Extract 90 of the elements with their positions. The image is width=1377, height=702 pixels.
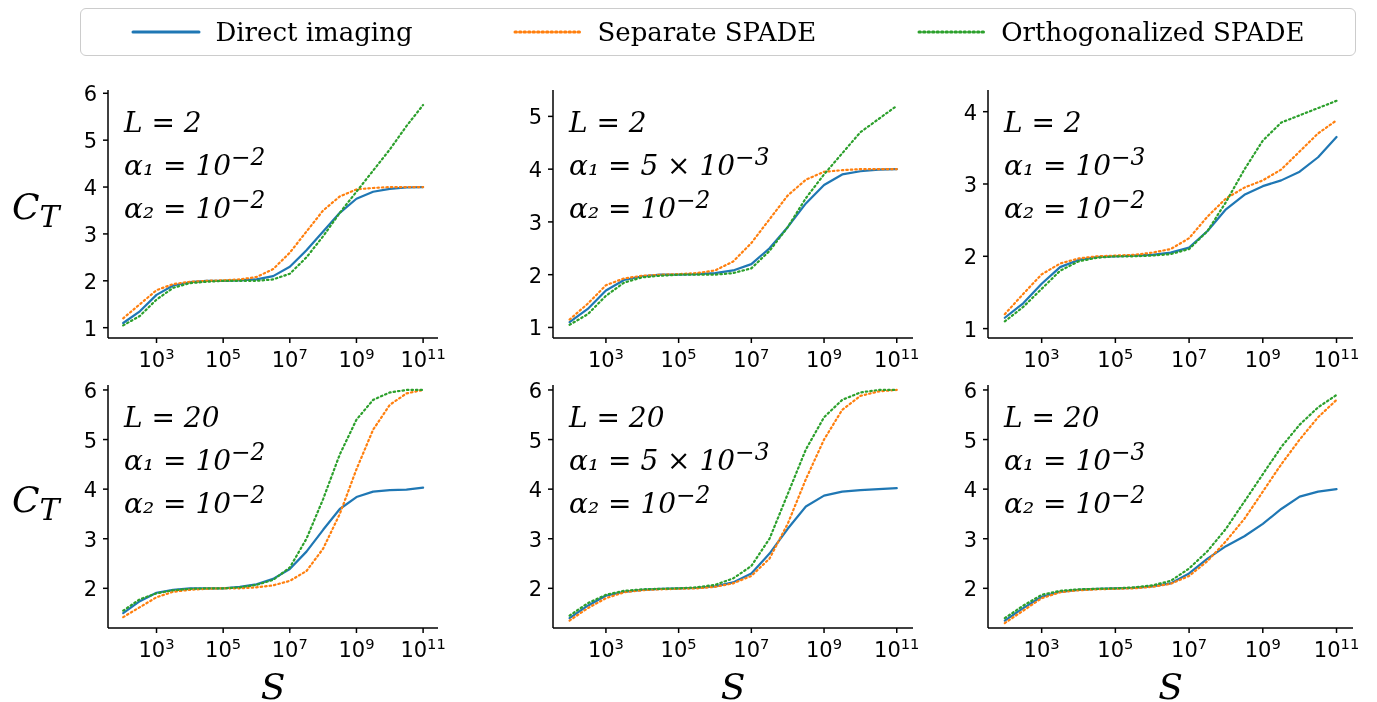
annotation: L = 2 [1004,106,1083,140]
legend-label: Orthogonalized SPADE [1001,17,1305,47]
annotation: α₂ = 10$^{−2}$ [124,185,266,227]
x-tick-label: 10$^{3}$ [587,344,624,372]
y-tick-label: 3 [528,527,542,552]
y-tick-label: 4 [83,478,97,503]
x-tick-label: 10$^{11}$ [400,344,446,372]
y-tick-label: 3 [963,172,977,197]
legend-label: Separate SPADE [597,17,817,47]
x-tick-label: 10$^{9}$ [338,634,375,662]
annotation: L = 2 [124,106,203,140]
y-tick-label: 2 [963,577,977,602]
y-tick-label: 3 [528,210,542,235]
annotation: L = 20 [1004,401,1101,435]
y-tick-label: 5 [83,129,97,154]
y-tick-label: 2 [963,245,977,270]
y-tick-label: 3 [83,222,97,247]
x-tick-label: 10$^{11}$ [874,344,920,372]
y-tick-label: 4 [528,158,542,183]
annotation: α₁ = 10$^{−2}$ [124,142,266,184]
x-tick-label: 10$^{5}$ [660,634,697,662]
line-series [122,486,425,615]
x-tick-label: 10$^{9}$ [338,344,375,372]
annotation: α₂ = 10$^{−2}$ [124,480,266,522]
x-tick-label: 10$^{3}$ [587,634,624,662]
y-tick-label: 3 [963,527,977,552]
annotation: α₁ = 10$^{−3}$ [1004,437,1146,479]
x-tick-label: 10$^{7}$ [733,344,770,372]
y-axis-title: C$_{T}$ [12,186,60,235]
line-series [568,104,898,326]
annotation: α₁ = 5 × 10$^{−3}$ [569,142,770,184]
annotation: α₁ = 10$^{−3}$ [1004,142,1146,184]
x-tick-label: 10$^{11}$ [1313,634,1360,662]
x-tick-label: 10$^{11}$ [400,634,446,662]
x-tick-label: 10$^{7}$ [1171,344,1208,372]
line-series [122,103,425,327]
x-axis-title: S [259,666,287,702]
y-tick-label: 2 [83,269,97,294]
annotation: α₁ = 10$^{−2}$ [124,437,266,479]
x-tick-label: 10$^{9}$ [805,344,843,372]
x-tick-label: 10$^{9}$ [1244,344,1281,372]
y-tick-label: 4 [963,478,977,503]
annotation: α₁ = 5 × 10$^{−3}$ [569,437,770,479]
x-tick-label: 10$^{5}$ [1097,344,1134,372]
x-tick-label: 10$^{9}$ [805,634,843,662]
y-tick-label: 5 [83,428,97,453]
x-tick-label: 10$^{7}$ [271,634,308,662]
x-tick-label: 10$^{3}$ [138,344,175,372]
y-tick-label: 4 [83,176,97,201]
y-tick-label: 6 [83,378,97,403]
annotation: L = 20 [569,401,666,435]
y-tick-label: 1 [83,316,97,341]
annotation: α₂ = 10$^{−2}$ [569,480,712,522]
y-tick-label: 6 [963,378,977,403]
y-axis-title: C$_{T}$ [12,478,60,527]
annotation: L = 20 [124,401,221,435]
x-tick-label: 10$^{11}$ [874,634,920,662]
y-tick-label: 1 [528,316,542,341]
annotation: L = 2 [569,106,648,140]
x-tick-label: 10$^{5}$ [660,344,697,372]
x-axis-title: S [719,666,747,702]
y-tick-label: 5 [528,428,542,453]
y-tick-label: 5 [528,105,542,130]
line-series [568,487,898,620]
legend-label: Direct imaging [215,17,413,47]
y-tick-label: 2 [528,263,542,288]
y-tick-label: 6 [83,82,97,107]
y-tick-label: 3 [83,527,97,552]
x-tick-label: 10$^{3}$ [1023,634,1060,662]
y-tick-label: 4 [963,100,977,125]
x-tick-label: 10$^{5}$ [205,344,242,372]
y-tick-label: 2 [528,577,542,602]
y-tick-label: 5 [963,428,977,453]
x-tick-label: 10$^{7}$ [1171,634,1208,662]
x-tick-label: 10$^{5}$ [1097,634,1134,662]
y-tick-label: 4 [528,478,542,503]
annotation: α₂ = 10$^{−2}$ [569,185,712,227]
y-tick-label: 2 [83,577,97,602]
annotation: α₂ = 10$^{−2}$ [1004,185,1146,227]
x-tick-label: 10$^{3}$ [138,634,175,662]
x-tick-label: 10$^{7}$ [733,634,770,662]
x-axis-title: S [1157,666,1184,702]
annotation: α₂ = 10$^{−2}$ [1004,480,1146,522]
x-tick-label: 10$^{9}$ [1244,634,1281,662]
x-tick-label: 10$^{3}$ [1023,344,1060,372]
y-tick-label: 6 [528,378,542,403]
y-tick-label: 1 [963,317,977,342]
x-tick-label: 10$^{5}$ [205,634,242,662]
x-tick-label: 10$^{11}$ [1313,344,1360,372]
x-tick-label: 10$^{7}$ [271,344,308,372]
